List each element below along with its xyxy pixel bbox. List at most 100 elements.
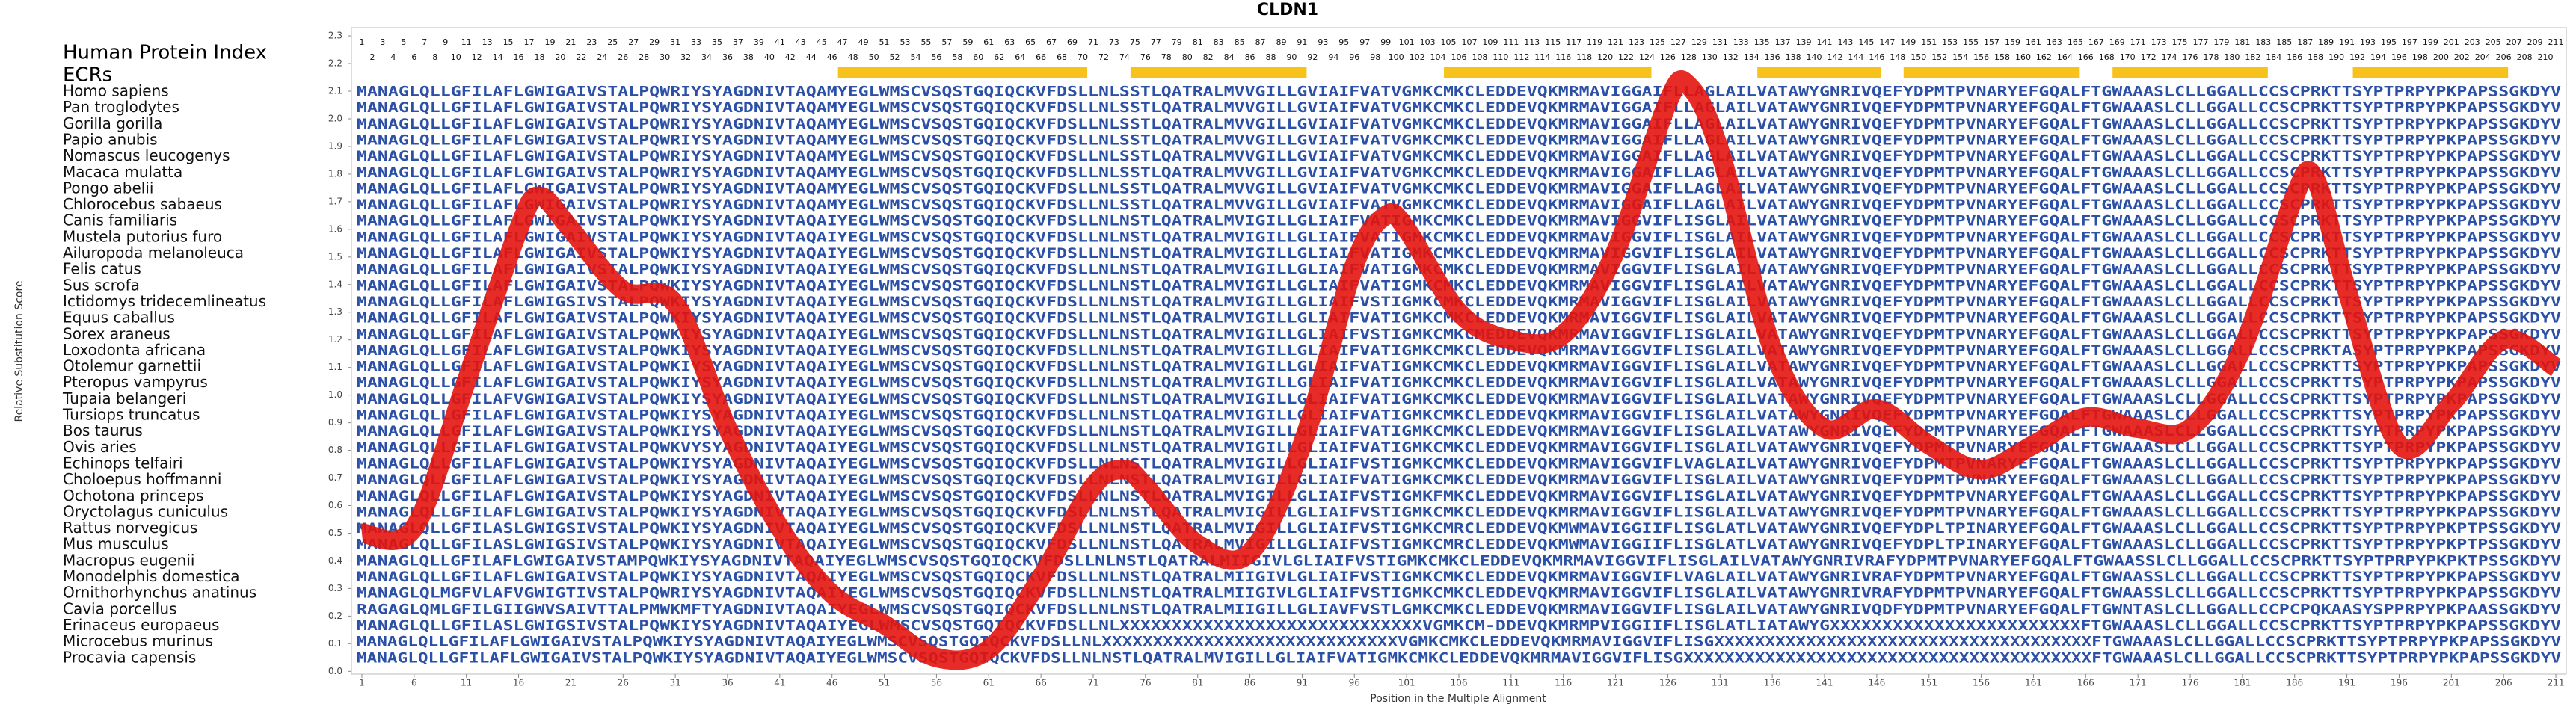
y-axis-label: Relative Substitution Score xyxy=(13,280,25,422)
x-tick-label: 1 xyxy=(359,678,365,688)
sequence: MANAGLQLLGFILAFLGWIGAIVSTALPQWKIYSYAGDNI… xyxy=(357,213,2561,229)
position-number: 11 xyxy=(461,37,472,47)
position-number: 190 xyxy=(2328,52,2344,62)
position-number: 7 xyxy=(422,37,427,47)
position-number: 187 xyxy=(2297,37,2313,47)
x-tick-label: 146 xyxy=(1868,678,1885,688)
x-tick-label: 71 xyxy=(1087,678,1098,688)
sequence: MANAGLQLLGFILAFLGWIGAIVSTALPQWKIYSYAGDNI… xyxy=(357,374,2561,391)
position-number: 68 xyxy=(1057,52,1067,62)
x-tick-label: 156 xyxy=(1973,678,1990,688)
x-tick-label: 91 xyxy=(1297,678,1308,688)
position-number: 141 xyxy=(1817,37,1833,47)
position-number: 130 xyxy=(1702,52,1718,62)
y-tick-label: 0.5 xyxy=(328,528,342,538)
sequence: MANAGLQLLGFILAFLGWIGAIVSTALPQWKIYSYAGDNI… xyxy=(357,359,2561,375)
species-name: Gorilla gorilla xyxy=(63,114,162,132)
species-name: Ictidomys tridecemlineatus xyxy=(63,292,266,310)
species-name: Procavia capensis xyxy=(63,648,196,666)
position-number: 86 xyxy=(1245,52,1255,62)
position-number: 147 xyxy=(1879,37,1895,47)
position-number: 89 xyxy=(1276,37,1286,47)
position-number: 107 xyxy=(1461,37,1477,47)
species-name: Mus musculus xyxy=(63,535,169,553)
position-number: 84 xyxy=(1224,52,1235,62)
ecr-bar xyxy=(1757,67,1881,78)
position-number: 62 xyxy=(994,52,1004,62)
position-number: 85 xyxy=(1235,37,1245,47)
sequence: MANAGLQLLGFILAFLGWIGAIVSTALPQWKVYSYAGDNI… xyxy=(357,439,2561,456)
sequence: MANAGLQLLGFILAFLGWIGAIVSTALPQWKIYSYAGDNI… xyxy=(357,342,2561,359)
ecr-bar xyxy=(2352,67,2509,78)
x-tick-label: 6 xyxy=(411,678,417,688)
position-number: 44 xyxy=(806,52,817,62)
ecr-bar xyxy=(2112,67,2268,78)
position-number: 36 xyxy=(722,52,733,62)
position-number: 98 xyxy=(1370,52,1380,62)
position-number: 57 xyxy=(941,37,952,47)
x-tick-label: 211 xyxy=(2548,678,2565,688)
species-name: Loxodonta africana xyxy=(63,341,206,359)
position-number: 182 xyxy=(2245,52,2260,62)
position-number: 176 xyxy=(2183,52,2198,62)
position-number: 23 xyxy=(586,37,597,47)
position-number: 50 xyxy=(869,52,879,62)
x-tick-label: 171 xyxy=(2130,678,2147,688)
position-number: 148 xyxy=(1890,52,1905,62)
x-tick-label: 46 xyxy=(826,678,837,688)
position-number: 175 xyxy=(2172,37,2188,47)
x-tick-label: 56 xyxy=(931,678,942,688)
position-number: 196 xyxy=(2391,52,2407,62)
position-number: 55 xyxy=(920,37,931,47)
position-number: 19 xyxy=(544,37,555,47)
position-number: 30 xyxy=(660,52,670,62)
position-number: 102 xyxy=(1410,52,1425,62)
position-number: 173 xyxy=(2151,37,2167,47)
position-number: 177 xyxy=(2192,37,2208,47)
sequence: MANAGLQLMGFVLAFVGWIGTIVSTALPQWRIYSYAGDNI… xyxy=(357,585,2561,602)
position-number: 179 xyxy=(2213,37,2229,47)
position-number: 83 xyxy=(1214,37,1224,47)
position-number: 152 xyxy=(1931,52,1947,62)
position-number: 78 xyxy=(1161,52,1172,62)
sequence: MANAGLQLLGFILAFLGWIGAIVSTALPQWKIYSYAGDNI… xyxy=(357,262,2561,278)
position-number: 119 xyxy=(1587,37,1602,47)
position-number: 135 xyxy=(1754,37,1770,47)
position-number: 157 xyxy=(1984,37,1999,47)
position-number: 35 xyxy=(712,37,722,47)
y-tick-label: 0.8 xyxy=(328,445,342,455)
x-tick-label: 51 xyxy=(879,678,890,688)
position-number: 56 xyxy=(931,52,941,62)
position-number: 60 xyxy=(973,52,983,62)
position-number: 100 xyxy=(1389,52,1404,62)
position-number: 131 xyxy=(1712,37,1728,47)
y-tick-label: 0.9 xyxy=(328,417,342,427)
position-number: 184 xyxy=(2266,52,2281,62)
position-number: 64 xyxy=(1015,52,1025,62)
species-name: Oryctolagus cuniculus xyxy=(63,502,228,520)
position-number: 197 xyxy=(2402,37,2417,47)
ecr-bar xyxy=(1903,67,2080,78)
position-number: 74 xyxy=(1119,52,1130,62)
position-number: 116 xyxy=(1555,52,1571,62)
position-number: 155 xyxy=(1963,37,1979,47)
ecr-label: ECRs xyxy=(63,64,112,87)
species-name: Microcebus murinus xyxy=(63,632,213,650)
position-number: 159 xyxy=(2005,37,2020,47)
y-tick-label: 0.6 xyxy=(328,500,342,510)
sequence: MANAGLQLLGFILAFLGWIGAIVSTALPQWKIYSYAGDNI… xyxy=(357,423,2561,439)
position-number: 160 xyxy=(2015,52,2031,62)
position-number: 26 xyxy=(618,52,628,62)
x-tick-label: 11 xyxy=(461,678,472,688)
y-tick-label: 1.3 xyxy=(328,306,342,317)
species-name: Erinaceus europaeus xyxy=(63,616,219,634)
x-tick-label: 81 xyxy=(1192,678,1203,688)
position-number: 202 xyxy=(2454,52,2470,62)
y-tick-label: 0.1 xyxy=(328,638,342,649)
position-number: 191 xyxy=(2339,37,2355,47)
position-number: 205 xyxy=(2486,37,2501,47)
position-number: 99 xyxy=(1380,37,1391,47)
y-tick-label: 1.6 xyxy=(328,223,342,234)
sequence: MANAGLQLLGFILAFLGWIGAIVSTALPQWKIYSYAGDNI… xyxy=(357,277,2561,294)
position-number: 66 xyxy=(1036,52,1046,62)
